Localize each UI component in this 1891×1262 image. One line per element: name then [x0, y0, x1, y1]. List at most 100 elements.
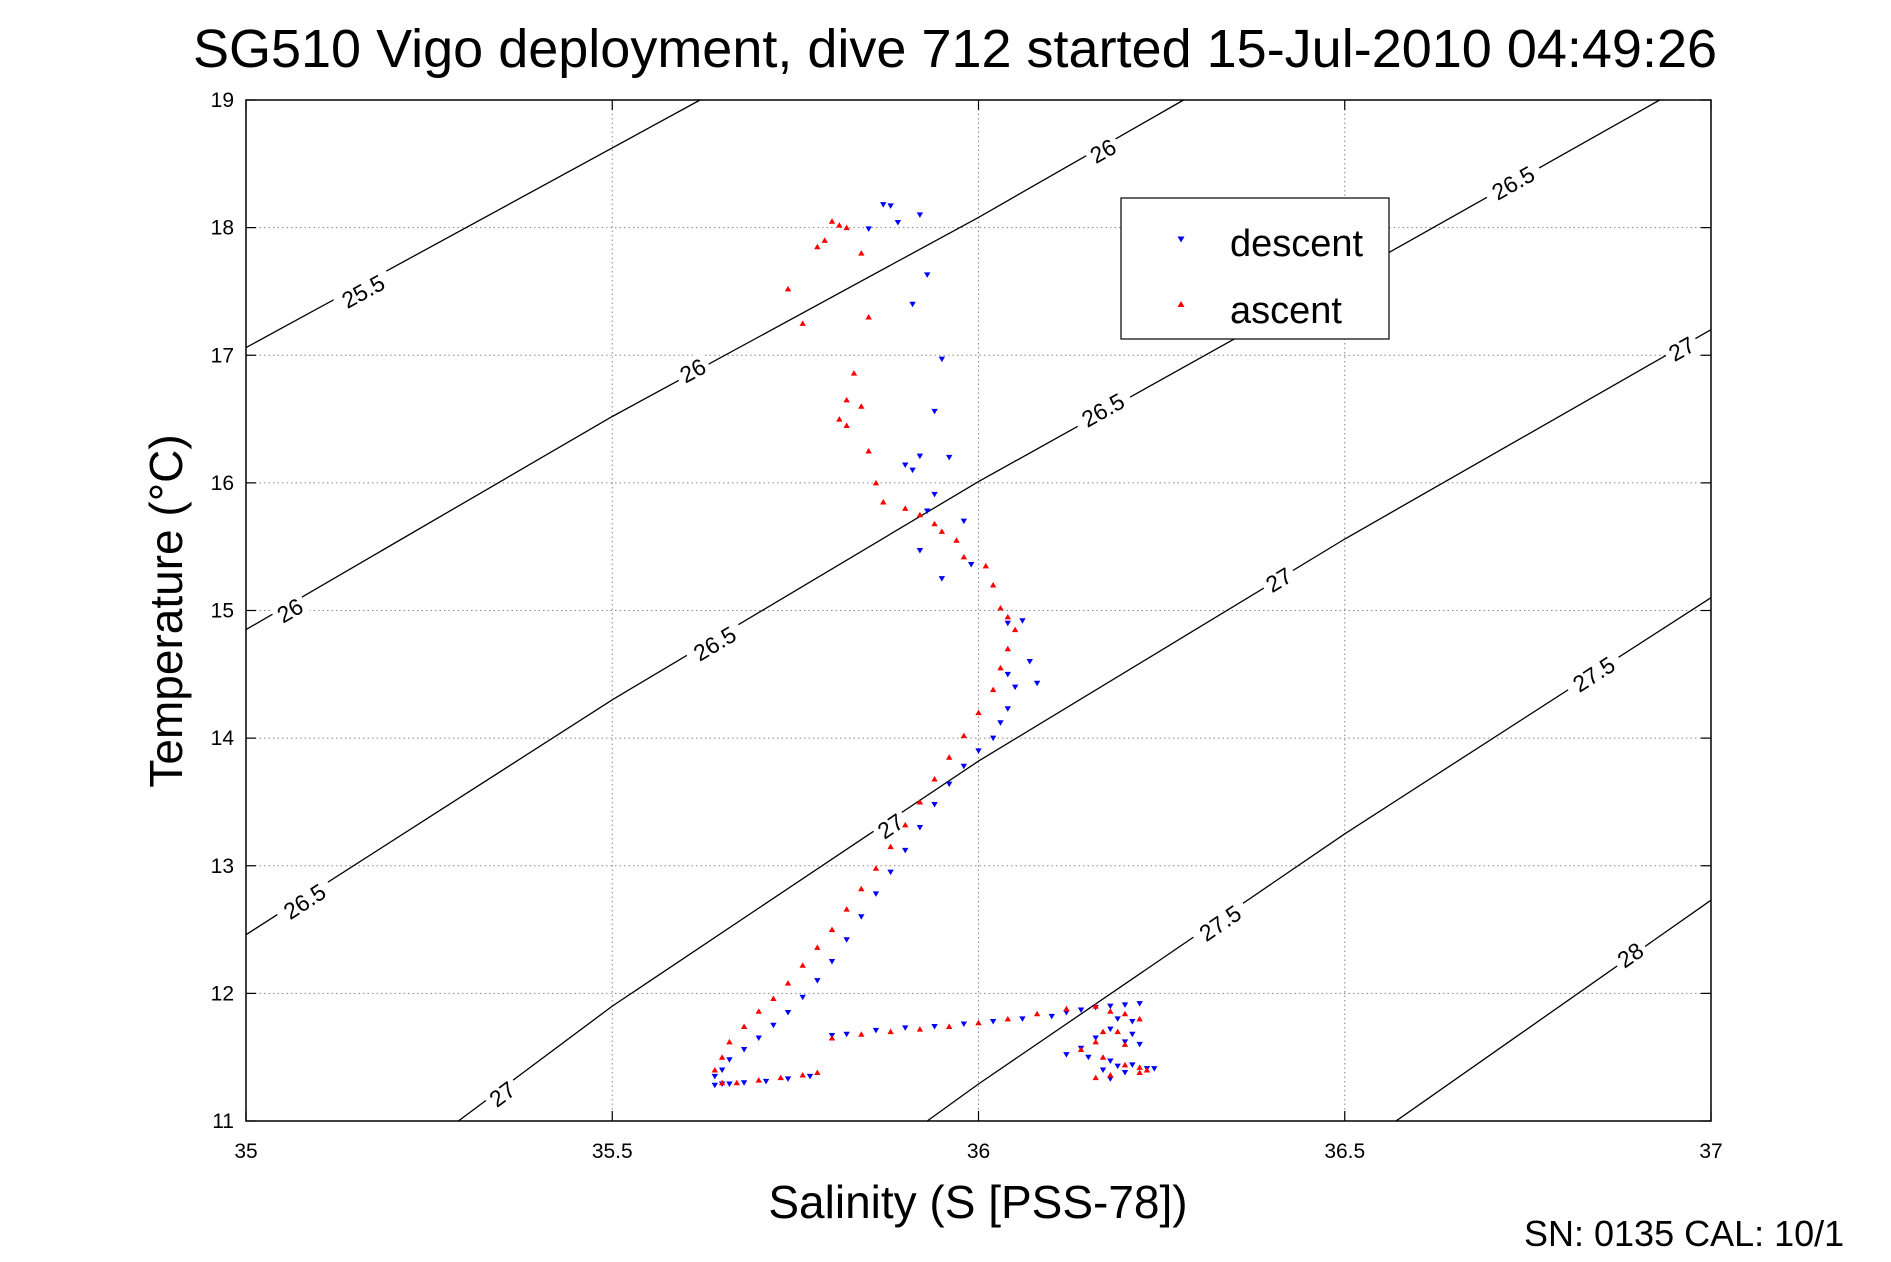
descent-point — [902, 462, 909, 469]
contour-label-background — [869, 805, 912, 847]
ascent-point — [1099, 1028, 1107, 1035]
descent-point — [946, 454, 953, 461]
contour-label: 27 — [1261, 562, 1296, 597]
contour-label-group: 27.5 — [1188, 895, 1253, 951]
ascent-point — [902, 821, 909, 828]
contour-label-background — [330, 265, 396, 318]
ascent-point — [828, 1035, 836, 1041]
descent-point — [740, 1047, 748, 1053]
descent-point — [938, 576, 946, 582]
descent-point — [887, 203, 894, 209]
ascent-point — [931, 775, 938, 782]
ascent-point — [1121, 1041, 1129, 1047]
descent-point — [872, 891, 880, 897]
ascent-point — [953, 537, 960, 543]
contour-label-background — [682, 617, 748, 671]
descent-point — [894, 220, 902, 226]
ascent-point — [799, 962, 806, 968]
contour-label-group: 26.5 — [1480, 156, 1546, 210]
descent-point — [989, 1018, 997, 1025]
ascent-point — [850, 370, 858, 376]
ascent-point — [997, 664, 1004, 671]
descent-point — [711, 1073, 718, 1080]
ascent-point — [733, 1079, 740, 1086]
descent-point — [1114, 1063, 1121, 1070]
ascent-series — [711, 218, 1151, 1086]
descent-point — [1048, 1013, 1055, 1020]
ascent-point — [718, 1054, 726, 1060]
ascent-point — [828, 218, 836, 224]
ascent-point — [997, 604, 1004, 611]
ascent-point — [916, 511, 924, 518]
descent-point — [1107, 1058, 1114, 1065]
ascent-point — [872, 865, 880, 871]
descent-point — [726, 1057, 733, 1063]
ascent-point — [755, 1077, 762, 1083]
grid-lines — [246, 100, 1711, 1121]
descent-point — [1063, 1052, 1070, 1058]
descent-point — [784, 1010, 792, 1016]
descent-point — [909, 301, 916, 308]
serial-calibration-footer: SN: 0135 CAL: 10/1 — [1524, 1213, 1844, 1254]
descent-point — [931, 801, 938, 808]
descent-point — [1099, 1067, 1107, 1073]
contour-label-group: 26 — [268, 590, 312, 631]
ascent-point — [960, 553, 968, 560]
ascent-point — [770, 995, 777, 1001]
ascent-point — [946, 754, 953, 760]
descent-point — [924, 508, 931, 514]
ascent-point — [989, 581, 997, 588]
contour-label-group: 27 — [1660, 329, 1703, 369]
descent-point — [828, 958, 836, 965]
contour-label-background — [481, 1073, 524, 1115]
descent-point — [1085, 1054, 1092, 1061]
descent-point — [799, 994, 806, 1001]
density-contour-line — [926, 597, 1712, 1122]
x-axis-label: Salinity (S [PSS-78]) — [768, 1176, 1187, 1228]
legend-box — [1120, 197, 1390, 340]
ascent-point — [777, 1074, 784, 1081]
y-tick-label: 12 — [211, 982, 234, 1005]
ascent-point — [799, 320, 806, 326]
descent-point — [960, 763, 968, 770]
ascent-point — [1107, 1008, 1114, 1014]
contour-label-group: 26.5 — [1070, 384, 1136, 437]
contour-label: 27 — [484, 1076, 520, 1112]
chart-title: SG510 Vigo deployment, dive 712 started … — [193, 19, 1717, 79]
y-tick-label: 14 — [211, 727, 235, 750]
ascent-point — [1143, 1066, 1151, 1073]
descent-point — [726, 1081, 733, 1087]
descent-point — [960, 518, 968, 525]
descent-point — [770, 1022, 777, 1029]
descent-point — [784, 1076, 792, 1082]
ascent-point — [836, 416, 843, 422]
density-contour-line — [245, 99, 701, 349]
ascent-point — [887, 843, 894, 850]
descent-point — [806, 1073, 814, 1080]
ascent-point — [960, 732, 968, 739]
ascent-point — [858, 1031, 865, 1037]
descent-point — [938, 356, 946, 363]
descent-point — [960, 1021, 968, 1028]
descent-point — [1136, 1041, 1143, 1048]
ascent-point — [755, 1008, 762, 1014]
ascent-point — [1136, 1064, 1143, 1070]
ascent-point — [931, 520, 938, 527]
contour-label-group: 27 — [1257, 559, 1301, 600]
ascent-point — [828, 926, 836, 933]
descent-point — [1004, 620, 1011, 627]
descent-point — [1136, 1001, 1143, 1007]
legend-descent-marker — [1177, 236, 1185, 243]
descent-point — [931, 491, 938, 498]
descent-point — [1121, 1002, 1129, 1008]
ascent-point — [784, 285, 792, 292]
contour-label-background — [272, 874, 337, 929]
ascent-point — [1092, 1074, 1099, 1081]
y-axis-ticks: 11 12 13 14 15 16 17 18 19 — [211, 89, 1711, 1133]
ascent-point — [982, 562, 990, 569]
y-tick-label: 15 — [211, 600, 234, 623]
descent-point — [1033, 680, 1041, 687]
descent-point — [872, 1027, 880, 1034]
descent-point — [916, 212, 924, 218]
ascent-point — [975, 709, 982, 716]
